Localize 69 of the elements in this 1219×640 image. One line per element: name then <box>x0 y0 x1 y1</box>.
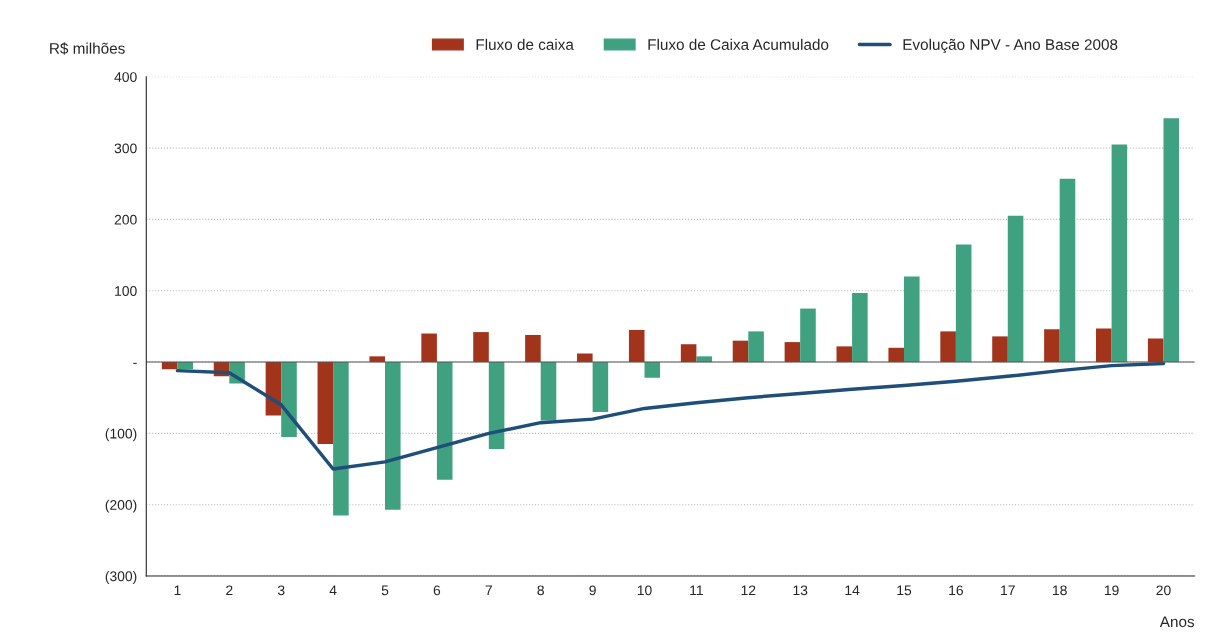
x-tick-label: 9 <box>589 585 596 596</box>
y-tick-label: (200) <box>105 499 137 513</box>
bar <box>732 340 749 363</box>
bar <box>1059 178 1076 363</box>
bar <box>836 346 853 363</box>
x-tick-label: 15 <box>897 585 912 596</box>
bar <box>628 329 645 363</box>
y-tick-label: 300 <box>114 143 137 154</box>
bar <box>748 331 764 363</box>
x-tick-label: 18 <box>1053 585 1067 596</box>
bar <box>1096 328 1112 363</box>
y-tick-label: (100) <box>105 428 137 442</box>
bar <box>317 362 334 445</box>
x-tick-label: 8 <box>537 585 544 596</box>
y-tick-label: 400 <box>114 72 137 82</box>
bar <box>888 347 904 363</box>
x-tick-label: 16 <box>949 585 963 596</box>
bar <box>680 344 697 363</box>
bar <box>592 362 609 412</box>
x-tick-label: 19 <box>1104 585 1119 596</box>
bar <box>577 353 593 363</box>
bar <box>1007 215 1024 363</box>
bar <box>903 276 920 363</box>
x-tick-label: 14 <box>845 585 860 596</box>
bar <box>369 356 386 363</box>
x-tick-label: 3 <box>277 585 285 596</box>
bar <box>800 308 816 363</box>
x-tick-label: 4 <box>329 585 337 596</box>
bar <box>1163 118 1180 363</box>
y-tick-label: - <box>133 362 137 364</box>
line-series <box>175 361 1166 471</box>
bar <box>1111 144 1128 363</box>
x-tick-label: 11 <box>690 585 703 596</box>
x-tick-label: 17 <box>1001 585 1015 596</box>
bar <box>992 336 1008 363</box>
legend-label: Evolução NPV - Ano Base 2008 <box>903 38 1118 54</box>
y-tick-label: 200 <box>114 214 137 225</box>
bar <box>644 362 661 378</box>
bar <box>696 356 712 363</box>
x-tick-label: 20 <box>1156 585 1171 596</box>
x-tick-label: 12 <box>741 585 756 596</box>
legend-label: Fluxo de Caixa Acumulado <box>648 38 829 50</box>
bar <box>1147 338 1164 363</box>
bar <box>940 331 956 363</box>
y-tick-label: (300) <box>105 570 137 584</box>
bar <box>385 362 401 510</box>
x-tick-label: 7 <box>485 585 492 596</box>
x-tick-label: 13 <box>793 585 808 596</box>
bar <box>488 362 505 450</box>
x-tick-label: 6 <box>433 585 441 596</box>
y-tick-label: 100 <box>115 286 137 296</box>
x-axis-title: Anos <box>1159 616 1195 628</box>
x-tick-label: 1 <box>174 585 181 596</box>
x-tick-label: 2 <box>226 585 233 596</box>
bar <box>852 292 868 363</box>
y-axis-title: R$ milhões <box>50 42 125 55</box>
bar <box>525 334 541 363</box>
bar <box>955 244 972 363</box>
bar <box>473 332 489 363</box>
x-tick-label: 10 <box>637 585 652 596</box>
bar <box>436 362 453 480</box>
bar <box>421 333 437 363</box>
bar <box>281 362 297 437</box>
x-tick-label: 5 <box>381 585 389 596</box>
bar <box>540 362 557 421</box>
bar <box>784 342 801 363</box>
legend-label: Fluxo de caixa <box>476 38 574 50</box>
bar <box>1044 329 1060 363</box>
bar <box>333 362 349 516</box>
